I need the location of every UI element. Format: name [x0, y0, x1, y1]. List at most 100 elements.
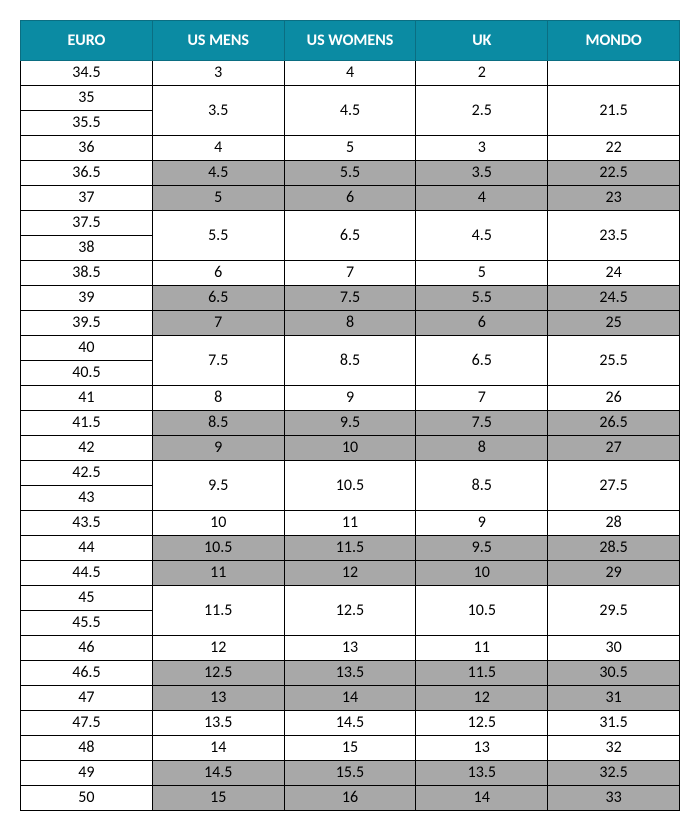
euro-cell: 37.5 [21, 211, 153, 236]
uk-cell: 13 [416, 736, 548, 761]
uk-cell: 5 [416, 261, 548, 286]
euro-cell: 44.5 [21, 561, 153, 586]
table-row: 353.54.52.521.5 [21, 86, 680, 111]
euro-cell: 44 [21, 536, 153, 561]
mondo-cell: 26 [548, 386, 680, 411]
mondo-cell: 28.5 [548, 536, 680, 561]
mondo-cell: 29.5 [548, 586, 680, 636]
us-mens-cell: 14.5 [152, 761, 284, 786]
euro-cell: 42.5 [21, 461, 153, 486]
table-row: 36.54.55.53.522.5 [21, 161, 680, 186]
mondo-cell: 30.5 [548, 661, 680, 686]
euro-cell: 50 [21, 786, 153, 811]
euro-cell: 36.5 [21, 161, 153, 186]
us-mens-cell: 6.5 [152, 286, 284, 311]
mondo-cell: 25.5 [548, 336, 680, 386]
mondo-cell: 32.5 [548, 761, 680, 786]
euro-cell: 37 [21, 186, 153, 211]
euro-cell: 49 [21, 761, 153, 786]
us-womens-cell: 12 [284, 561, 416, 586]
table-row: 47.513.514.512.531.5 [21, 711, 680, 736]
uk-cell: 13.5 [416, 761, 548, 786]
uk-cell: 12 [416, 686, 548, 711]
mondo-cell: 31.5 [548, 711, 680, 736]
euro-cell: 42 [21, 436, 153, 461]
table-row: 3756423 [21, 186, 680, 211]
mondo-cell: 29 [548, 561, 680, 586]
euro-cell: 45 [21, 586, 153, 611]
uk-cell: 8 [416, 436, 548, 461]
table-row: 5015161433 [21, 786, 680, 811]
euro-cell: 41 [21, 386, 153, 411]
col-euro: EURO [21, 21, 153, 61]
us-womens-cell: 7 [284, 261, 416, 286]
uk-cell: 10.5 [416, 586, 548, 636]
mondo-cell: 23.5 [548, 211, 680, 261]
us-womens-cell: 8.5 [284, 336, 416, 386]
uk-cell: 8.5 [416, 461, 548, 511]
uk-cell: 4.5 [416, 211, 548, 261]
mondo-cell: 28 [548, 511, 680, 536]
mondo-cell: 21.5 [548, 86, 680, 136]
uk-cell: 2 [416, 61, 548, 86]
us-womens-cell: 14 [284, 686, 416, 711]
euro-cell: 36 [21, 136, 153, 161]
euro-cell: 46 [21, 636, 153, 661]
col-uk: UK [416, 21, 548, 61]
mondo-cell: 24 [548, 261, 680, 286]
mondo-cell: 24.5 [548, 286, 680, 311]
uk-cell: 5.5 [416, 286, 548, 311]
euro-cell: 38.5 [21, 261, 153, 286]
col-us-mens: US MENS [152, 21, 284, 61]
uk-cell: 9 [416, 511, 548, 536]
us-womens-cell: 9 [284, 386, 416, 411]
us-womens-cell: 10 [284, 436, 416, 461]
us-mens-cell: 8 [152, 386, 284, 411]
us-mens-cell: 4.5 [152, 161, 284, 186]
mondo-cell: 27.5 [548, 461, 680, 511]
uk-cell: 6.5 [416, 336, 548, 386]
us-mens-cell: 6 [152, 261, 284, 286]
table-row: 4713141231 [21, 686, 680, 711]
us-womens-cell: 10.5 [284, 461, 416, 511]
us-womens-cell: 4.5 [284, 86, 416, 136]
euro-cell: 41.5 [21, 411, 153, 436]
table-row: 44.511121029 [21, 561, 680, 586]
us-womens-cell: 11 [284, 511, 416, 536]
us-mens-cell: 8.5 [152, 411, 284, 436]
us-womens-cell: 8 [284, 311, 416, 336]
mondo-cell: 22 [548, 136, 680, 161]
uk-cell: 4 [416, 186, 548, 211]
table-row: 4612131130 [21, 636, 680, 661]
us-womens-cell: 6.5 [284, 211, 416, 261]
uk-cell: 11.5 [416, 661, 548, 686]
mondo-cell: 32 [548, 736, 680, 761]
table-row: 42910827 [21, 436, 680, 461]
us-womens-cell: 5.5 [284, 161, 416, 186]
us-mens-cell: 9 [152, 436, 284, 461]
uk-cell: 6 [416, 311, 548, 336]
table-row: 4914.515.513.532.5 [21, 761, 680, 786]
table-row: 41.58.59.57.526.5 [21, 411, 680, 436]
euro-cell: 35.5 [21, 111, 153, 136]
mondo-cell: 30 [548, 636, 680, 661]
euro-cell: 43.5 [21, 511, 153, 536]
us-mens-cell: 10 [152, 511, 284, 536]
us-mens-cell: 11.5 [152, 586, 284, 636]
us-womens-cell: 7.5 [284, 286, 416, 311]
us-mens-cell: 12 [152, 636, 284, 661]
us-mens-cell: 3.5 [152, 86, 284, 136]
table-row: 34.5342 [21, 61, 680, 86]
table-row: 38.567524 [21, 261, 680, 286]
mondo-cell: 23 [548, 186, 680, 211]
uk-cell: 3.5 [416, 161, 548, 186]
mondo-cell: 26.5 [548, 411, 680, 436]
euro-cell: 39.5 [21, 311, 153, 336]
us-mens-cell: 7 [152, 311, 284, 336]
us-mens-cell: 4 [152, 136, 284, 161]
uk-cell: 7.5 [416, 411, 548, 436]
col-mondo: MONDO [548, 21, 680, 61]
uk-cell: 14 [416, 786, 548, 811]
mondo-cell: 27 [548, 436, 680, 461]
us-womens-cell: 11.5 [284, 536, 416, 561]
